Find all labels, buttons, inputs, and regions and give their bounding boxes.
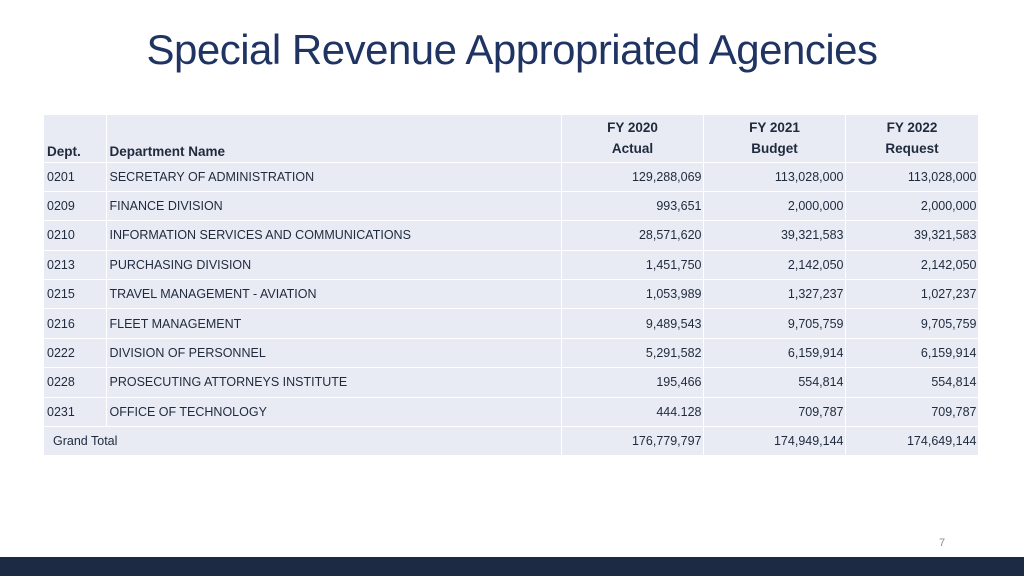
department-name: FLEET MANAGEMENT [106,308,562,339]
slide-title: Special Revenue Appropriated Agencies [146,26,878,73]
table-row: 0231 OFFICE OF TECHNOLOGY 444.128 709,78… [44,397,979,428]
header-fy2021: FY 2021 Budget [703,115,846,163]
fy2021-budget: 39,321,583 [703,220,846,251]
table-row: 0201 SECRETARY OF ADMINISTRATION 129,288… [44,162,979,192]
fy2021-budget: 1,327,237 [703,279,846,310]
grand-total-fy2020: 176,779,797 [561,426,704,457]
dept-code: 0216 [44,308,107,339]
department-name: FINANCE DIVISION [106,191,562,222]
fy2020-actual: 5,291,582 [561,338,704,369]
table-row: 0209 FINANCE DIVISION 993,651 2,000,000 … [44,191,979,222]
department-name: DIVISION OF PERSONNEL [106,338,562,369]
grand-total-fy2022: 174,649,144 [845,426,979,457]
header-fy2020: FY 2020 Actual [561,115,704,163]
appropriations-table: Dept. Department Name FY 2020 Actual FY … [44,115,979,457]
dept-code: 0228 [44,367,107,398]
fy2020-actual: 28,571,620 [561,220,704,251]
header-fy2020-year: FY 2020 [607,119,658,135]
dept-code: 0222 [44,338,107,369]
department-name: OFFICE OF TECHNOLOGY [106,397,562,428]
fy2022-request: 554,814 [845,367,979,398]
fy2022-request: 39,321,583 [845,220,979,251]
header-dept: Dept. [44,115,107,163]
header-fy2022-type: Request [885,140,939,156]
grand-total-fy2021: 174,949,144 [703,426,846,457]
fy2021-budget: 9,705,759 [703,308,846,339]
fy2020-actual: 1,451,750 [561,250,704,281]
dept-code: 0210 [44,220,107,251]
dept-code: 0209 [44,191,107,222]
department-name: PROSECUTING ATTORNEYS INSTITUTE [106,367,562,398]
fy2022-request: 9,705,759 [845,308,979,339]
fy2020-actual: 129,288,069 [561,162,704,192]
table-body: 0201 SECRETARY OF ADMINISTRATION 129,288… [44,162,979,457]
table-row: 0215 TRAVEL MANAGEMENT - AVIATION 1,053,… [44,279,979,310]
dept-code: 0231 [44,397,107,428]
page-number: 7 [938,537,946,549]
fy2021-budget: 113,028,000 [703,162,846,192]
table-header: Dept. Department Name FY 2020 Actual FY … [44,115,979,163]
fy2022-request: 6,159,914 [845,338,979,369]
header-fy2020-type: Actual [611,140,654,156]
fy2021-budget: 554,814 [703,367,846,398]
header-fy2021-type: Budget [751,140,798,156]
fy2022-request: 1,027,237 [845,279,979,310]
fy2021-budget: 2,000,000 [703,191,846,222]
footer-bar [0,557,1024,576]
table-row: 0213 PURCHASING DIVISION 1,451,750 2,142… [44,250,979,281]
department-name: PURCHASING DIVISION [106,250,562,281]
department-name: INFORMATION SERVICES AND COMMUNICATIONS [106,220,562,251]
fy2020-actual: 993,651 [561,191,704,222]
fy2021-budget: 709,787 [703,397,846,428]
grand-total-label: Grand Total [44,426,562,457]
fy2020-actual: 444.128 [561,397,704,428]
table-row: 0210 INFORMATION SERVICES AND COMMUNICAT… [44,220,979,251]
fy2022-request: 2,000,000 [845,191,979,222]
table-row: 0228 PROSECUTING ATTORNEYS INSTITUTE 195… [44,367,979,398]
header-fy2021-year: FY 2021 [749,119,800,135]
fy2020-actual: 1,053,989 [561,279,704,310]
fy2020-actual: 9,489,543 [561,308,704,339]
fy2022-request: 2,142,050 [845,250,979,281]
fy2022-request: 113,028,000 [845,162,979,192]
dept-code: 0201 [44,162,107,192]
department-name: TRAVEL MANAGEMENT - AVIATION [106,279,562,310]
dept-code: 0213 [44,250,107,281]
fy2020-actual: 195,466 [561,367,704,398]
header-fy2022: FY 2022 Request [845,115,979,163]
fy2021-budget: 2,142,050 [703,250,846,281]
fy2022-request: 709,787 [845,397,979,428]
header-row: Dept. Department Name FY 2020 Actual FY … [44,115,979,163]
table-row: 0222 DIVISION OF PERSONNEL 5,291,582 6,1… [44,338,979,369]
header-fy2022-year: FY 2022 [886,119,938,135]
table-row: 0216 FLEET MANAGEMENT 9,489,543 9,705,75… [44,308,979,339]
header-department-name: Department Name [106,115,562,163]
fy2021-budget: 6,159,914 [703,338,846,369]
department-name: SECRETARY OF ADMINISTRATION [106,162,562,192]
grand-total-row: Grand Total 176,779,797 174,949,144 174,… [44,426,979,457]
dept-code: 0215 [44,279,107,310]
